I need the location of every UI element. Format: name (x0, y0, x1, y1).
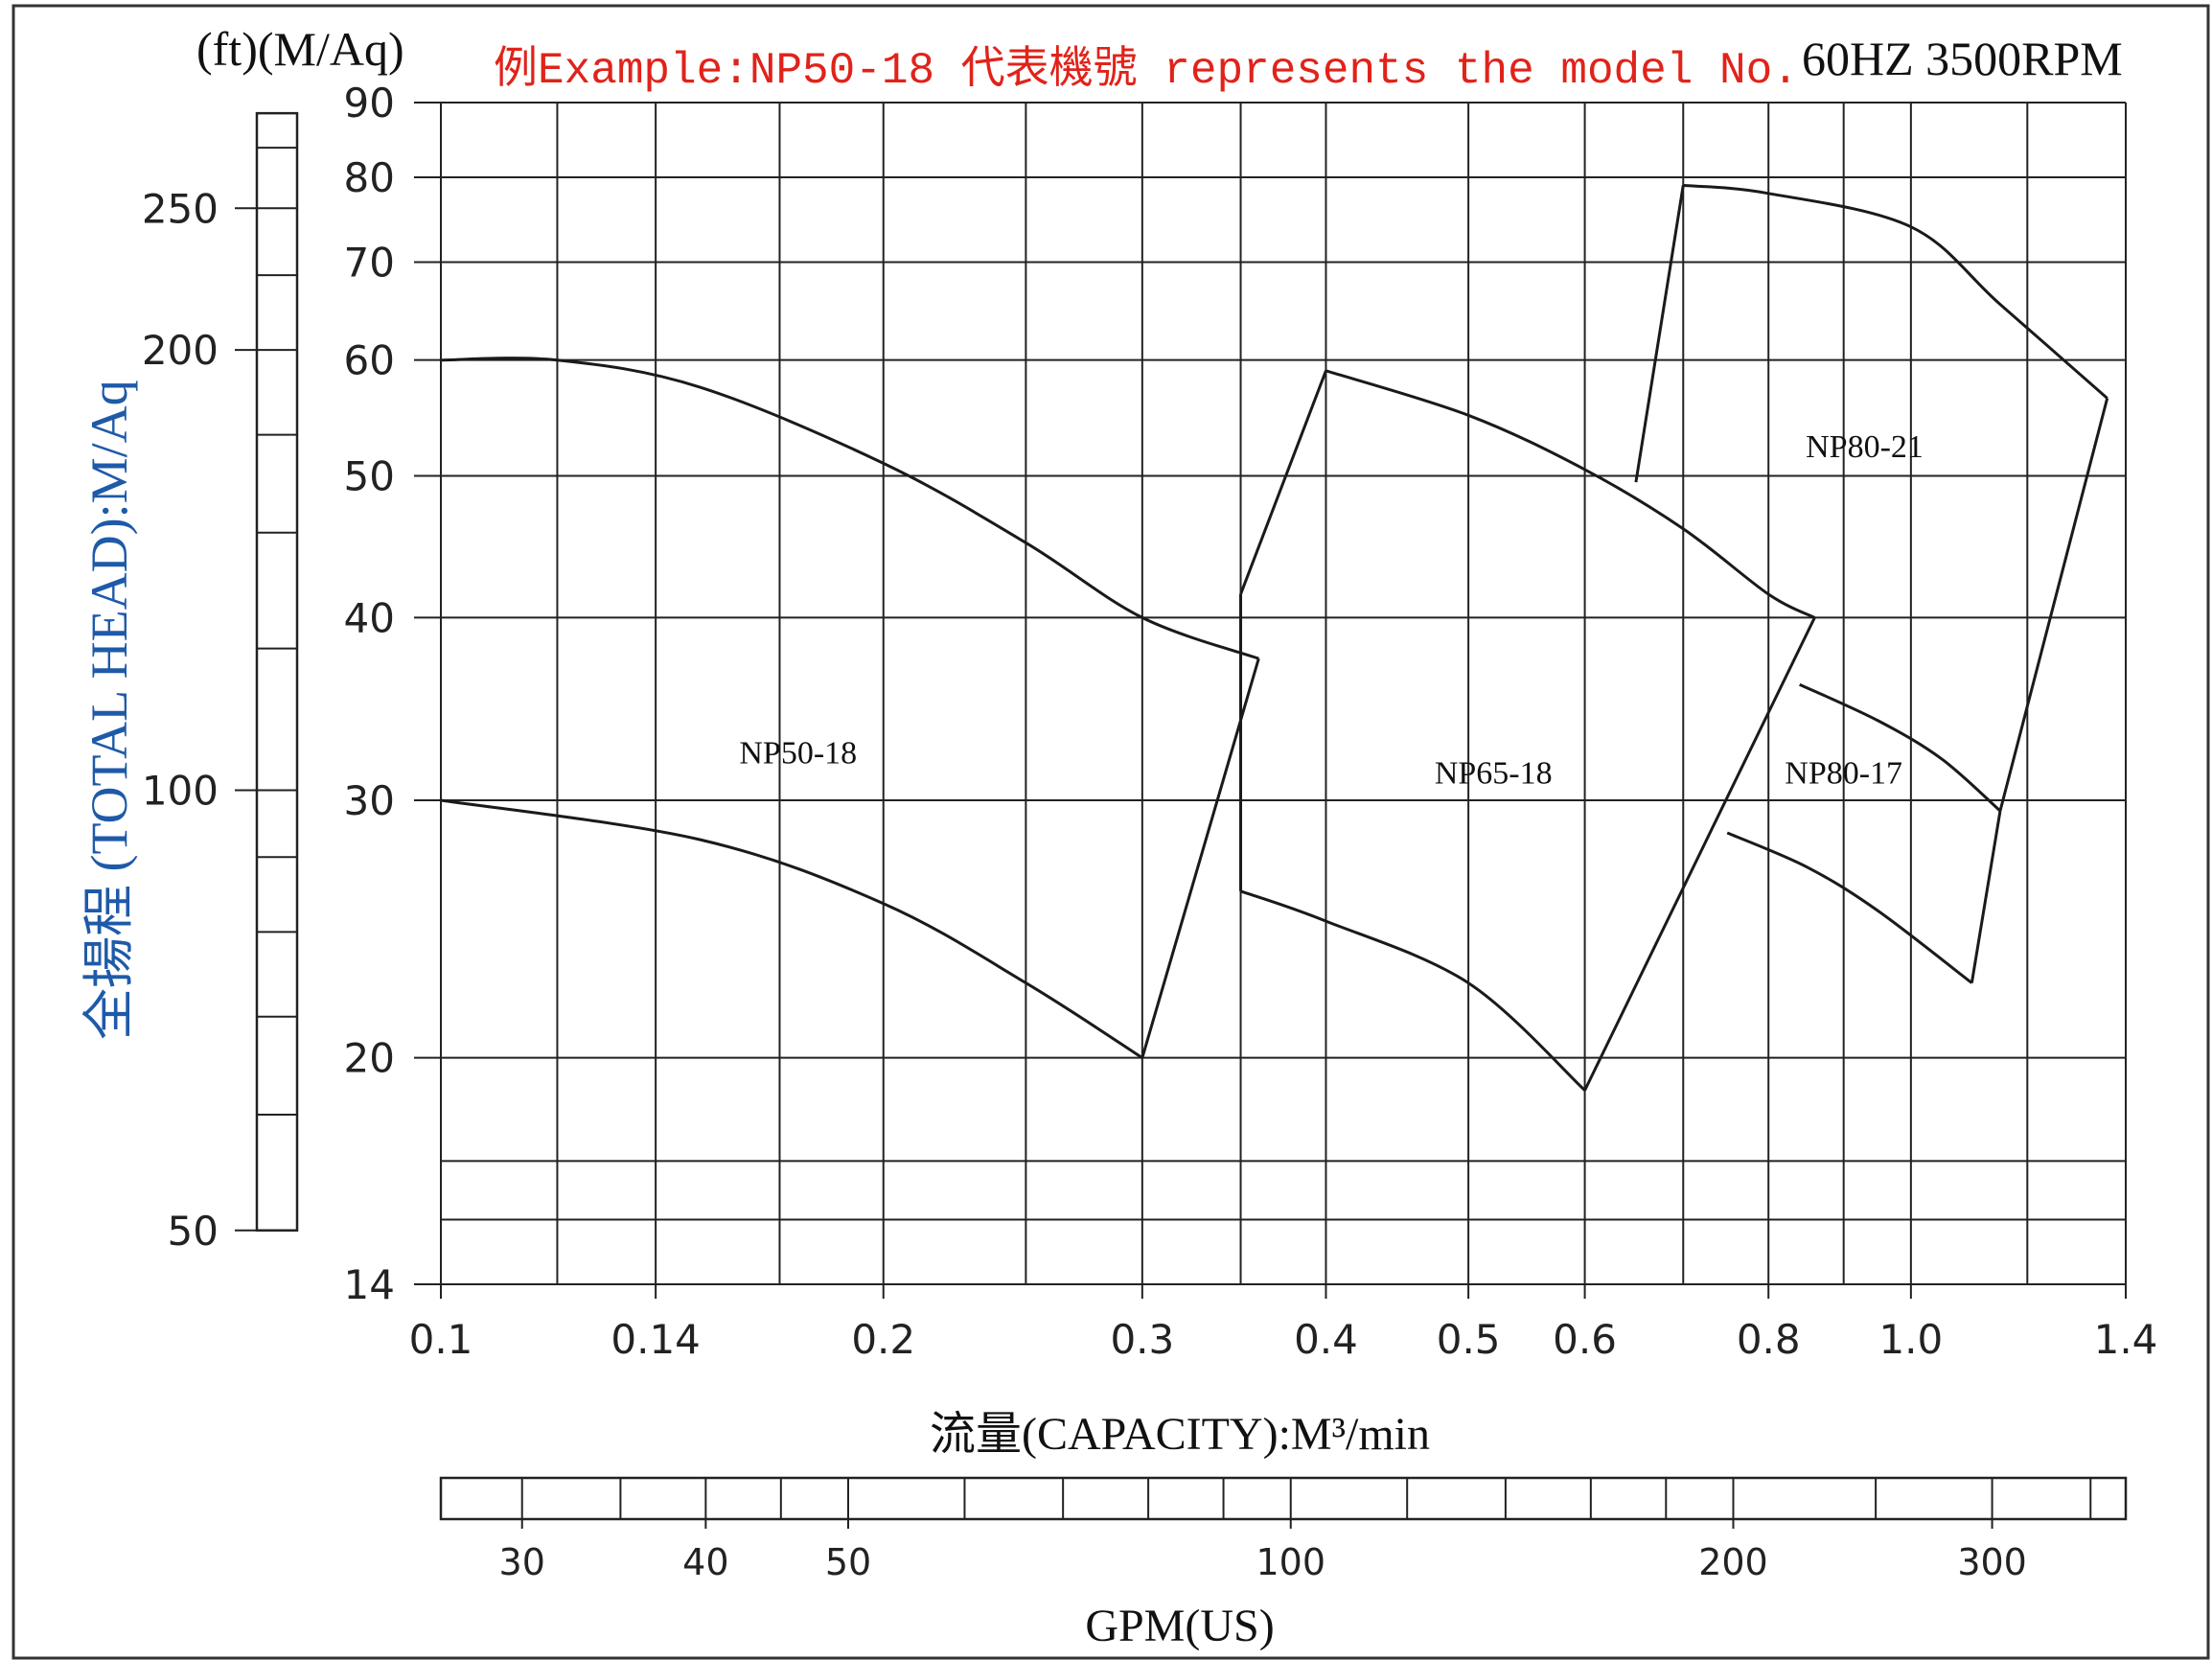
np80-21-max-curve (1683, 183, 2108, 400)
np80-21-left-boundary (1634, 185, 1685, 483)
np65-18-right-boundary (1583, 616, 1816, 1092)
x-tick-label: 0.2 (851, 1316, 915, 1363)
np80-17-min-curve (1726, 831, 1973, 984)
np65-18-min-curve (1240, 889, 1586, 1092)
y-tick-label: 70 (344, 240, 395, 287)
x-tick-label: 0.14 (611, 1316, 701, 1363)
np65-18-max-curve (1325, 369, 1816, 619)
ft-tick-label: 250 (142, 185, 219, 232)
np50-18-label: NP50-18 (739, 735, 857, 771)
y-tick-label: 20 (344, 1035, 395, 1082)
y-tick-label: 40 (344, 594, 395, 641)
ft-tick-label: 200 (142, 327, 219, 374)
gpm-scale: 30 40 50 100 200 300 (439, 1476, 2128, 1583)
y-tick-label: 60 (344, 337, 395, 384)
gpm-axis-label: GPM(US) (1085, 1601, 1274, 1651)
x-tick-label: 0.6 (1553, 1316, 1617, 1363)
x-tick-label: 0.8 (1737, 1316, 1801, 1363)
np50-18-max-curve (440, 357, 1259, 660)
gpm-tick-label: 30 (499, 1541, 545, 1583)
grid-lines: 0.1 0.14 0.2 0.3 0.4 0.5 0.6 0.8 1.0 1.4 14 20 30 40 5… (344, 80, 2158, 1363)
y-tick-label: 30 (344, 777, 395, 824)
gpm-tick-label: 40 (682, 1541, 728, 1583)
gpm-tick-label: 50 (825, 1541, 871, 1583)
np65-18-left-boundary (1239, 370, 1327, 595)
gpm-tick-label: 200 (1698, 1541, 1768, 1583)
performance-curves (440, 183, 2109, 1092)
np80-17-max-curve (1799, 682, 2001, 813)
y-tick-label: 90 (344, 80, 395, 127)
np65-18-label: NP65-18 (1435, 756, 1553, 792)
chart-border (12, 4, 2210, 1660)
example-note: 例Example:NP50-18 代表機號 represents the mod… (494, 45, 1799, 96)
np80-17-label: NP80-17 (1785, 756, 1902, 792)
ft-tick-label: 100 (142, 767, 219, 814)
gpm-tick-label: 300 (1957, 1541, 2027, 1583)
x-tick-label: 0.3 (1110, 1316, 1174, 1363)
np80-21-label: NP80-21 (1806, 429, 1924, 465)
ft-scale: 50 100 200 250 (142, 111, 299, 1255)
np80-17-right-boundary (1970, 810, 2002, 983)
y-tick-label: 80 (344, 154, 395, 201)
gpm-scale-box (439, 1476, 2128, 1521)
y-tick-label: 50 (344, 452, 395, 499)
model-labels: NP50-18 NP65-18 NP80-21 NP80-17 (739, 429, 1924, 792)
x-tick-label: 0.4 (1294, 1316, 1358, 1363)
np80-21-right-boundary (1998, 398, 2109, 812)
x-tick-label: 0.5 (1437, 1316, 1501, 1363)
x-tick-label: 1.0 (1878, 1316, 1943, 1363)
gpm-tick-label: 100 (1256, 1541, 1325, 1583)
x-tick-label: 1.4 (2094, 1316, 2158, 1363)
x-axis-label: 流量(CAPACITY):M³/min (930, 1409, 1430, 1460)
y-tick-label: 14 (344, 1261, 395, 1308)
speed-label: 60HZ 3500RPM (1802, 32, 2123, 85)
x-tick-label: 0.1 (409, 1316, 473, 1363)
y-axis-label: 全揚程 (TOTAL HEAD):M/Aq (81, 380, 138, 1040)
ft-tick-label: 50 (168, 1208, 219, 1255)
np50-18-min-curve (440, 798, 1143, 1059)
units-header: (ft)(M/Aq) (196, 22, 404, 76)
